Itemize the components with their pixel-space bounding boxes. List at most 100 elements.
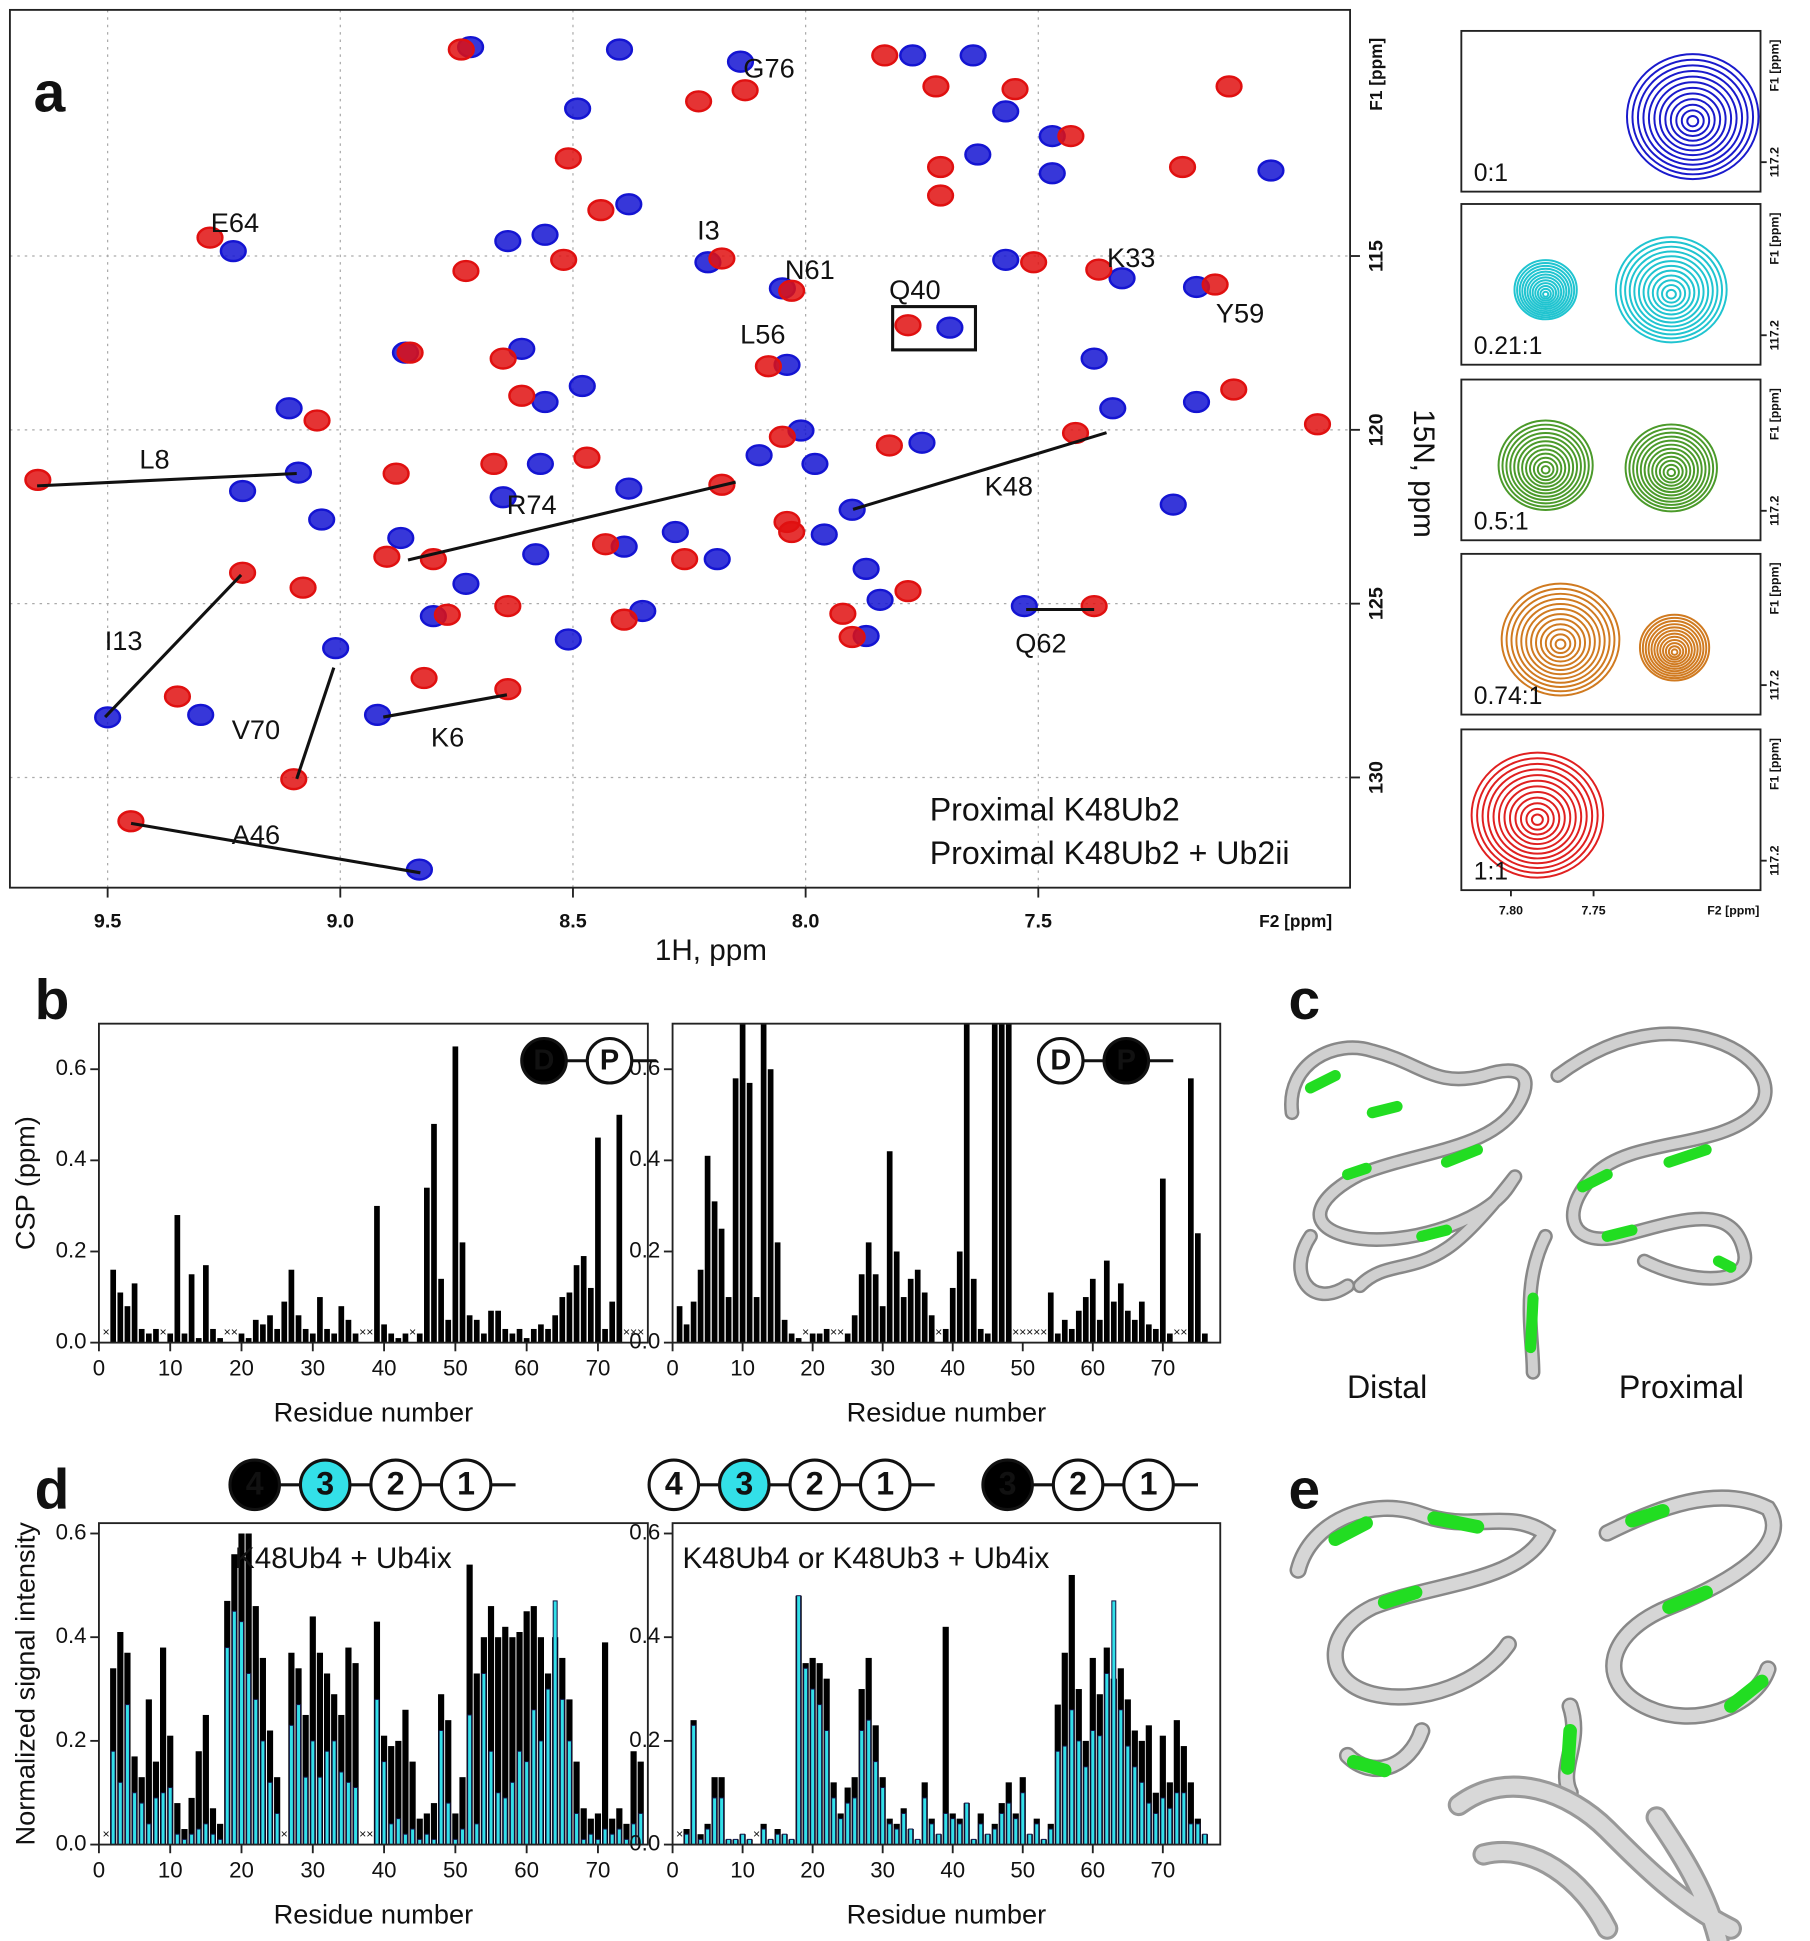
bar	[374, 1698, 380, 1846]
bar	[838, 1818, 844, 1846]
bar	[1006, 1802, 1012, 1846]
bar	[602, 1328, 608, 1343]
bar	[1153, 1812, 1159, 1846]
bar	[402, 1709, 409, 1845]
peak	[866, 588, 894, 611]
bar	[174, 1215, 181, 1343]
peak	[1257, 159, 1285, 182]
bar	[303, 1776, 309, 1846]
bar	[1013, 1818, 1019, 1846]
bar	[195, 1751, 202, 1845]
bar	[466, 1315, 473, 1343]
bar	[1202, 1333, 1208, 1343]
peak	[908, 431, 936, 454]
unassigned-marker: ×	[1012, 1325, 1019, 1339]
contour-ring	[1521, 267, 1570, 315]
bar	[523, 1338, 530, 1343]
peak	[508, 384, 536, 407]
bar	[473, 1319, 480, 1343]
peak	[289, 576, 317, 599]
peak	[894, 314, 922, 337]
x-tick-label: 70	[1150, 1356, 1175, 1381]
contour-ring	[1497, 419, 1594, 511]
peak	[899, 44, 927, 67]
x-tick-label: 40	[372, 1356, 397, 1381]
bar	[552, 1600, 558, 1846]
unassigned-marker: ×	[1019, 1325, 1026, 1339]
bar	[1083, 1766, 1089, 1846]
bar	[345, 1647, 352, 1845]
bar	[481, 1672, 487, 1846]
peak	[187, 703, 215, 727]
y-axis-unit: F1 [ppm]	[1768, 738, 1782, 790]
inset-frame	[1460, 29, 1762, 193]
bar	[146, 1823, 152, 1846]
x-tick-label: 30	[300, 1858, 325, 1883]
peak	[219, 240, 247, 263]
bar	[1181, 1792, 1187, 1846]
peak	[922, 75, 950, 98]
peak-label: G76	[743, 53, 794, 84]
bar	[1076, 1740, 1082, 1846]
bar	[1089, 1278, 1096, 1343]
bar	[921, 1292, 928, 1343]
contour-ring	[1529, 276, 1563, 308]
bar	[774, 1242, 781, 1343]
bar	[459, 1777, 466, 1845]
bar	[302, 1328, 309, 1343]
contour-ring	[1636, 64, 1749, 171]
bar	[1103, 1260, 1110, 1343]
bar	[445, 1319, 452, 1343]
bar	[445, 1720, 452, 1845]
bar	[181, 1829, 188, 1845]
ratio-label: 0:1	[1474, 160, 1508, 187]
peak	[94, 706, 122, 729]
x-tick-label: 20	[229, 1858, 254, 1883]
peak	[564, 97, 592, 120]
x-tick-label: 0	[666, 1356, 678, 1381]
contour-ring	[1513, 259, 1578, 321]
peak	[308, 508, 336, 531]
contour-ring	[1500, 582, 1621, 697]
contour-ring	[1662, 638, 1688, 663]
bar	[1146, 1802, 1152, 1846]
bar	[753, 1297, 760, 1343]
bar	[795, 1338, 802, 1343]
bar	[438, 1278, 444, 1343]
peak	[708, 247, 736, 270]
bar	[566, 1292, 573, 1343]
peak	[768, 425, 796, 448]
bar	[188, 1797, 195, 1845]
x-tick-label: 0	[93, 1858, 105, 1883]
bar	[324, 1328, 330, 1343]
y-axis-label: 15N, ppm	[1407, 409, 1440, 538]
peak-label: V70	[232, 714, 280, 745]
x-axis-unit: F2 [ppm]	[1259, 911, 1332, 931]
bar	[460, 1828, 465, 1846]
contour-ring	[1508, 790, 1566, 846]
contour-ring	[1614, 236, 1728, 344]
y-axis-unit: F1 [ppm]	[1768, 388, 1782, 440]
chain-node-label: D	[534, 1045, 555, 1077]
peak	[382, 462, 410, 485]
bar	[416, 1818, 423, 1845]
peak	[838, 625, 866, 649]
bar	[274, 1777, 281, 1845]
chain-node-label: 2	[806, 1466, 824, 1502]
peak	[568, 374, 596, 398]
bar	[381, 1761, 387, 1846]
bar	[879, 1306, 886, 1343]
bar	[690, 1301, 697, 1343]
bar	[288, 1269, 295, 1343]
y-tick-label: 0.2	[56, 1237, 87, 1262]
contour-ring	[1625, 53, 1760, 181]
peak	[363, 703, 392, 727]
ratio-label: 0.21:1	[1474, 333, 1543, 360]
peak	[852, 557, 880, 581]
bar	[1145, 1324, 1152, 1343]
bar	[139, 1802, 145, 1846]
bar	[970, 1278, 977, 1343]
contour-ring	[1498, 779, 1577, 855]
x-tick-label: 50	[1010, 1858, 1035, 1883]
bar	[984, 1333, 991, 1343]
